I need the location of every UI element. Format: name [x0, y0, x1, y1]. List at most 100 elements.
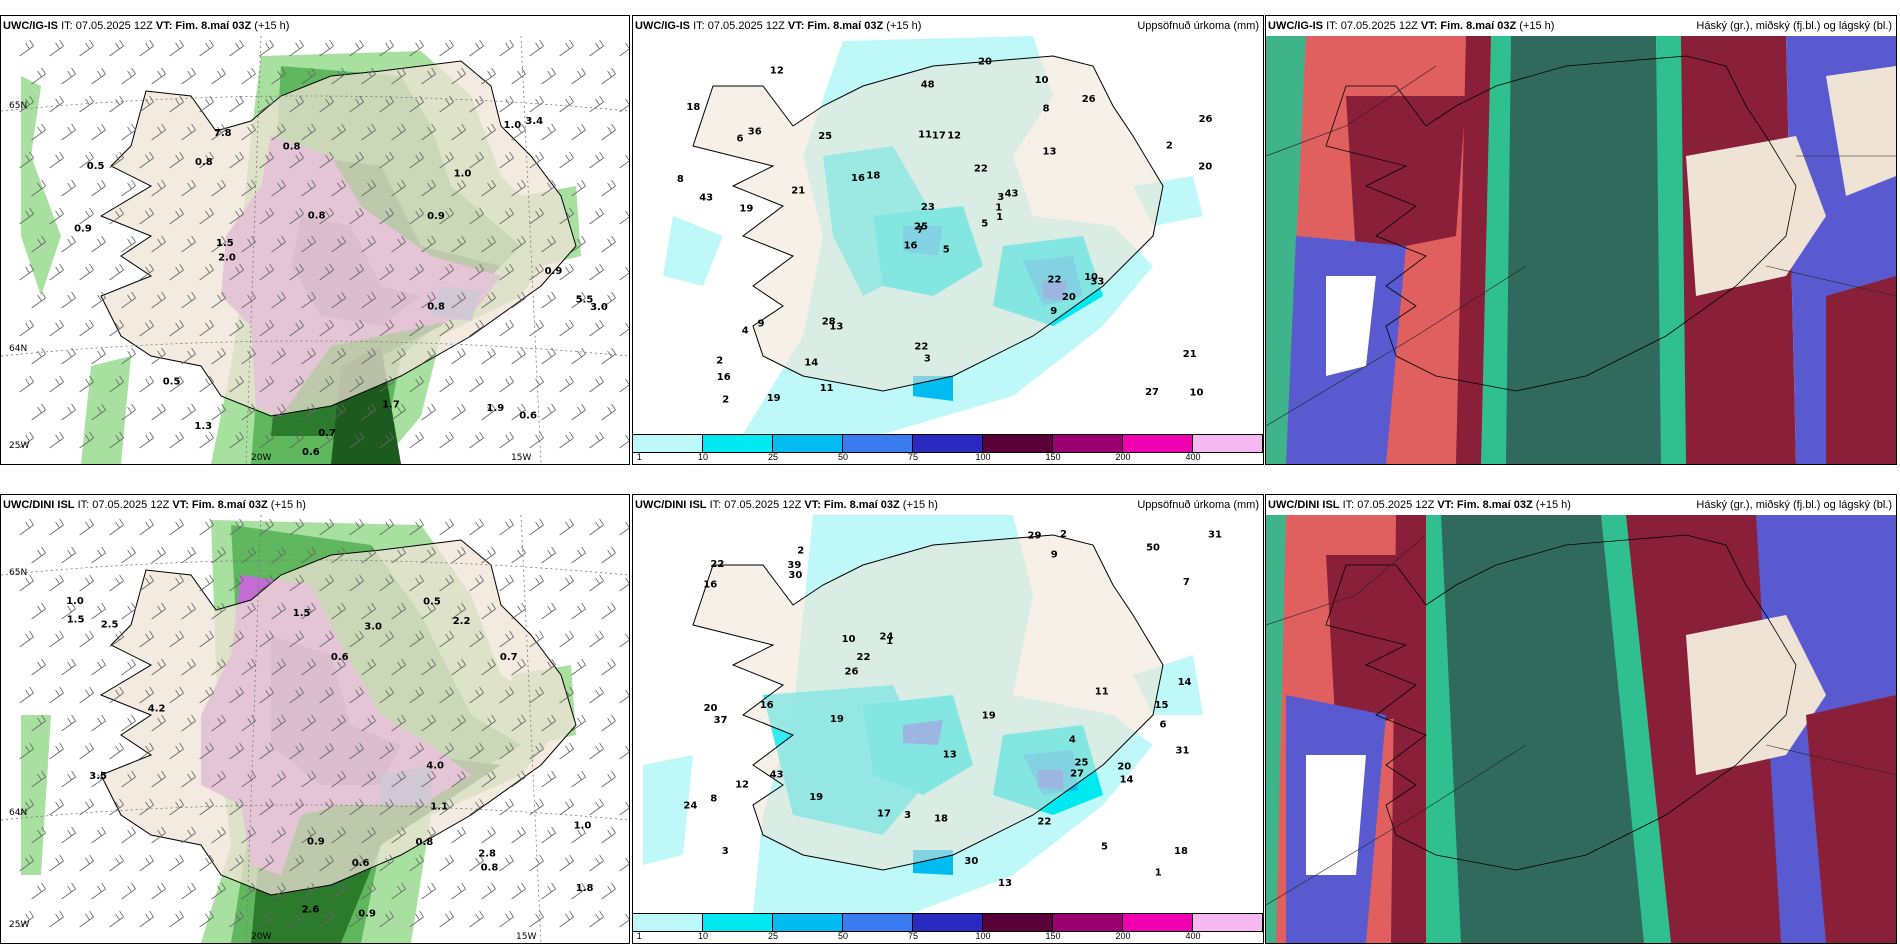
- wind-barb-icon: [331, 770, 346, 788]
- colorbar-swatch: [913, 914, 983, 931]
- wind-barb-icon: [349, 630, 364, 648]
- value-label: 1.0: [66, 596, 84, 607]
- wind-barb-icon: [529, 375, 544, 393]
- wind-barb-icon: [421, 546, 436, 564]
- wind-barb-icon: [361, 291, 376, 309]
- wind-barb-icon: [541, 235, 556, 253]
- wind-barb-icon: [391, 546, 406, 564]
- lat-label-65n: 65N: [9, 568, 27, 578]
- value-label: 0.9: [307, 837, 325, 848]
- wind-barb-icon: [409, 375, 424, 393]
- wind-barb-icon: [49, 207, 64, 225]
- wind-barb-icon: [139, 574, 154, 592]
- wind-barb-icon: [601, 179, 616, 197]
- value-label: 13: [998, 878, 1012, 889]
- wind-barb-icon: [121, 546, 136, 564]
- wind-barb-icon: [241, 658, 256, 676]
- valid-time: VT: Fim. 8.maí 03Z: [172, 499, 268, 511]
- wind-barb-icon: [61, 602, 76, 620]
- wind-barb-icon: [271, 882, 286, 900]
- wind-barb-icon: [229, 431, 244, 449]
- wind-barb-icon: [499, 854, 514, 872]
- valid-time: VT: Fim. 8.maí 03Z: [787, 20, 884, 32]
- wind-barb-icon: [301, 826, 316, 844]
- wind-barb-icon: [319, 151, 334, 169]
- wind-barb-icon: [151, 826, 166, 844]
- wind-barb-icon: [379, 151, 394, 169]
- wind-barb-icon: [451, 291, 466, 309]
- wind-barb-icon: [331, 658, 346, 676]
- colorbar-swatch: [843, 914, 913, 931]
- wind-barb-icon: [61, 291, 76, 309]
- wind-barb-icon: [91, 546, 106, 564]
- wind-barb-icon: [109, 854, 124, 872]
- value-label: 19: [767, 393, 781, 404]
- panel-top-middle: UWC/IG-IS IT: 07.05.2025 12Z VT: Fim. 8.…: [632, 15, 1264, 465]
- wind-barb-icon: [601, 546, 616, 564]
- wind-barb-icon: [361, 347, 376, 365]
- wind-barb-icon: [361, 714, 376, 732]
- wind-barb-icon: [421, 770, 436, 788]
- wind-barb-icon: [379, 742, 394, 760]
- wind-barb-icon: [421, 602, 436, 620]
- wind-barb-icon: [19, 151, 34, 169]
- wind-barb-icon: [121, 602, 136, 620]
- wind-barb-icon: [511, 602, 526, 620]
- wind-barb-icon: [61, 347, 76, 365]
- value-label: 14: [1178, 677, 1192, 688]
- wind-barb-icon: [349, 319, 364, 337]
- wind-barb-icon: [511, 403, 526, 421]
- wind-barb-icon: [79, 574, 94, 592]
- wind-barb-icon: [229, 151, 244, 169]
- colorbar-tick-label: 400: [1185, 931, 1201, 941]
- wind-barb-icon: [559, 910, 574, 928]
- map-canvas-precip-ig: 5672313101285121019261613191122918161417…: [633, 36, 1263, 434]
- wind-barb-icon: [481, 123, 496, 141]
- wind-barb-icon: [259, 39, 274, 57]
- panel-header: UWC/IG-IS IT: 07.05.2025 12Z VT: Fim. 8.…: [1, 16, 629, 36]
- wind-barb-icon: [229, 375, 244, 393]
- wind-barb-icon: [151, 882, 166, 900]
- wind-barb-icon: [319, 39, 334, 57]
- wind-barb-icon: [271, 826, 286, 844]
- panel-top-left: UWC/IG-IS IT: 07.05.2025 12Z VT: Fim. 8.…: [0, 15, 630, 465]
- value-label: 7: [1183, 577, 1190, 588]
- wind-barb-icon: [31, 770, 46, 788]
- wind-barb-icon: [499, 263, 514, 281]
- wind-barb-icon: [181, 546, 196, 564]
- colorbar-swatch: [703, 435, 773, 452]
- wind-barb-icon: [541, 403, 556, 421]
- wind-barb-icon: [49, 375, 64, 393]
- value-label: 5: [943, 244, 950, 255]
- wind-barb-icon: [619, 633, 629, 648]
- wind-barb-icon: [241, 123, 256, 141]
- panel-header: UWC/IG-IS IT: 07.05.2025 12Z VT: Fim. 8.…: [633, 16, 1263, 36]
- wind-barb-icon: [199, 39, 214, 57]
- wind-barb-icon: [589, 630, 604, 648]
- wind-barb-icon: [481, 235, 496, 253]
- wind-barb-icon: [49, 319, 64, 337]
- wind-barb-icon: [499, 742, 514, 760]
- wind-barb-icon: [409, 207, 424, 225]
- wind-barb-icon: [571, 179, 586, 197]
- wind-barb-icon: [199, 854, 214, 872]
- wind-barb-icon: [451, 882, 466, 900]
- value-label: 29: [1028, 531, 1042, 542]
- wind-barb-icon: [19, 910, 34, 928]
- wind-barb-icon: [169, 630, 184, 648]
- wind-barb-icon: [91, 658, 106, 676]
- wind-barb-icon: [529, 742, 544, 760]
- value-label: 20: [1198, 162, 1212, 173]
- map-canvas-wind-dini: 0.6 0.8 1.0 0.7 2.6 1.5 0.9 0.5 4.2 3.5 2.8 3.0 4.0 2…: [1, 515, 629, 943]
- iceland-outline: [99, 539, 577, 896]
- colorbar-tick-label: 150: [1045, 452, 1061, 462]
- wind-barb-icon: [61, 658, 76, 676]
- wind-barb-icon: [259, 263, 274, 281]
- model-name: UWC/DINI ISL: [635, 499, 707, 511]
- wind-barb-icon: [271, 179, 286, 197]
- value-label: 0.8: [195, 157, 213, 168]
- value-label: 10: [842, 634, 856, 645]
- value-label: 11: [1095, 687, 1109, 698]
- value-label: 17: [932, 131, 946, 142]
- wind-barb-icon: [559, 39, 574, 57]
